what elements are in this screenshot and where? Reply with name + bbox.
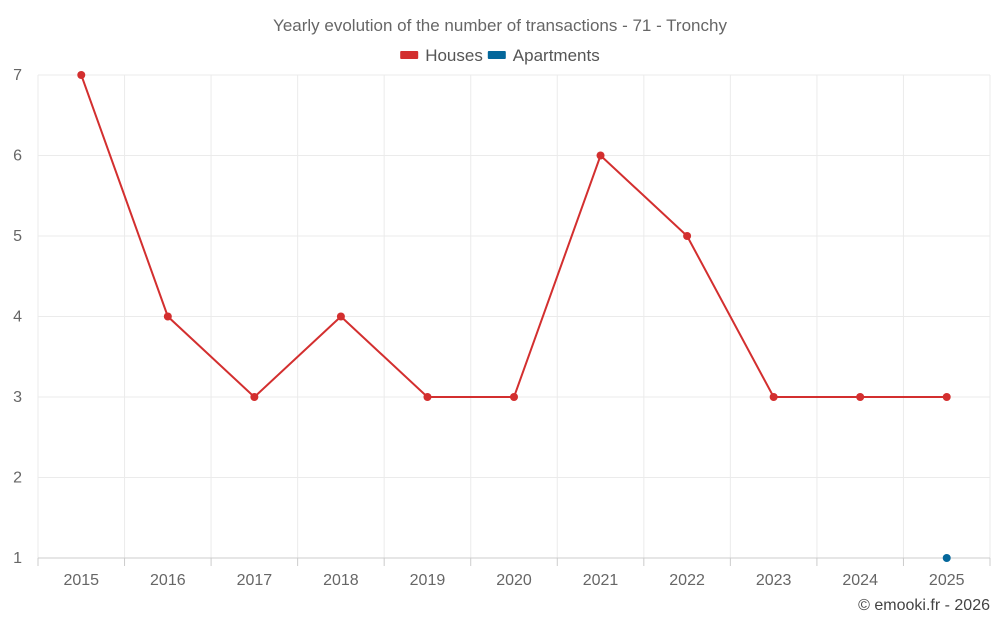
y-tick-label: 6: [13, 148, 22, 165]
y-tick-label: 7: [13, 67, 22, 84]
data-point-houses[interactable]: [596, 151, 605, 160]
legend: Houses Apartments: [400, 46, 600, 65]
x-tick-label: 2025: [929, 572, 965, 589]
data-point-houses[interactable]: [163, 312, 172, 321]
y-tick-label: 1: [13, 550, 22, 567]
legend-label: Houses: [425, 46, 483, 65]
x-tick-label: 2022: [669, 572, 705, 589]
credit-text: © emooki.fr - 2026: [858, 597, 990, 614]
data-point-houses[interactable]: [250, 393, 259, 401]
y-tick-label: 3: [13, 389, 22, 406]
legend-item-apartments[interactable]: Apartments: [487, 46, 600, 65]
data-point-houses[interactable]: [942, 393, 951, 401]
y-axis-ticks: 1 2 3 4 5 6 7: [13, 67, 22, 567]
legend-label: Apartments: [513, 46, 600, 65]
x-tick-label: 2024: [842, 572, 878, 589]
x-tick-label: 2020: [496, 572, 532, 589]
data-point-houses[interactable]: [856, 393, 865, 401]
x-tick-label: 2019: [410, 572, 446, 589]
y-tick-label: 4: [13, 309, 22, 326]
legend-item-houses[interactable]: Houses: [400, 46, 483, 65]
x-axis-ticks: 2015 2016 2017 2018 2019 2020 2021 2022 2023 2024…: [63, 572, 964, 589]
x-tick-label: 2018: [323, 572, 359, 589]
series-houses: [77, 71, 951, 401]
legend-swatch: [400, 51, 419, 59]
series: [77, 71, 951, 562]
grid: [37, 74, 991, 566]
data-point-houses[interactable]: [77, 71, 86, 79]
series-apartments: [942, 554, 951, 562]
data-point-houses[interactable]: [510, 393, 518, 401]
data-point-apartments[interactable]: [942, 554, 951, 562]
y-tick-label: 2: [13, 470, 22, 487]
legend-swatch: [487, 51, 506, 59]
x-tick-label: 2017: [237, 572, 273, 589]
y-tick-label: 5: [13, 228, 22, 245]
chart-title: Yearly evolution of the number of transa…: [273, 16, 727, 35]
x-tick-label: 2021: [583, 572, 619, 589]
x-tick-label: 2015: [63, 572, 99, 589]
x-tick-label: 2023: [756, 572, 792, 589]
data-point-houses[interactable]: [769, 393, 778, 401]
data-point-houses[interactable]: [683, 232, 692, 240]
x-tick-label: 2016: [150, 572, 186, 589]
data-point-houses[interactable]: [423, 393, 432, 401]
data-point-houses[interactable]: [336, 312, 345, 321]
